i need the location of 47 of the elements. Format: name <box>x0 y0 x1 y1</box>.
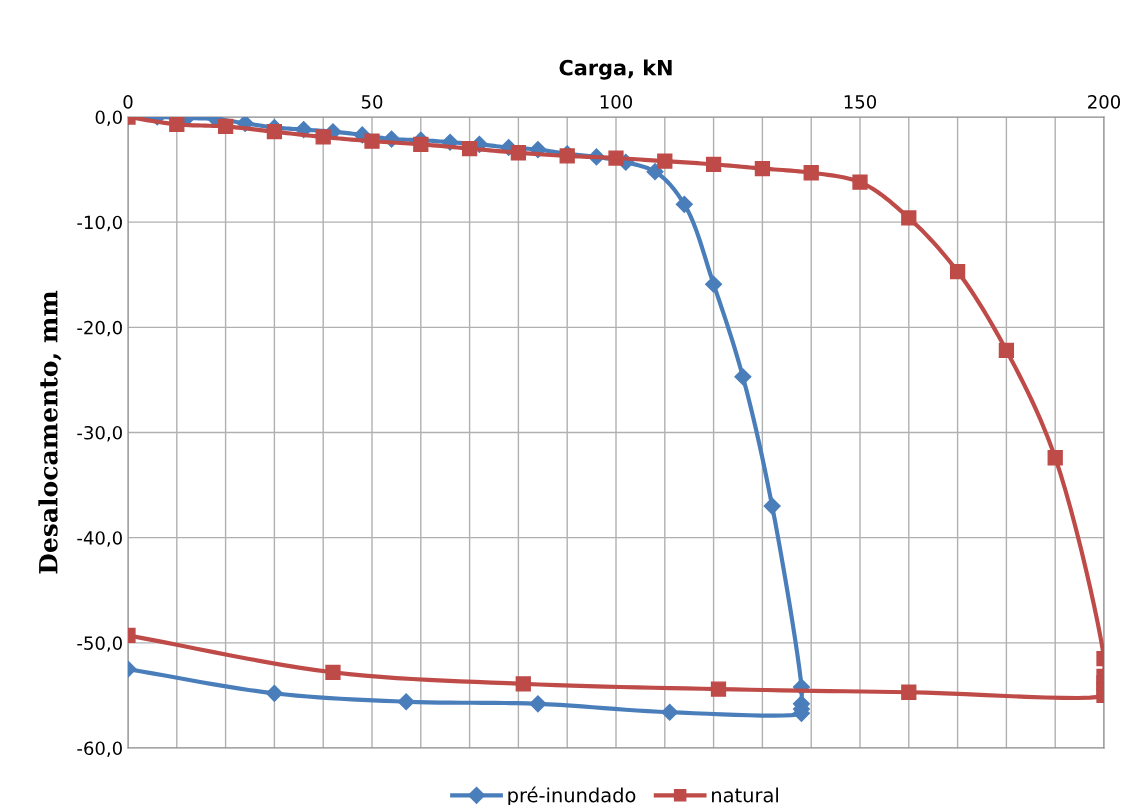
point <box>217 118 234 135</box>
point <box>646 163 664 181</box>
point <box>710 681 727 697</box>
y-tick-label: -50,0 <box>77 636 122 652</box>
point <box>608 150 624 166</box>
point <box>515 676 531 692</box>
x-tick-label: 200 <box>1088 94 1121 109</box>
point <box>461 140 478 157</box>
y-tick-label: -60,0 <box>77 741 122 757</box>
point <box>315 129 331 145</box>
point <box>529 695 547 713</box>
x-axis-title: Carga, kN <box>559 59 672 80</box>
x-tick-label: 0 <box>123 94 133 109</box>
point <box>754 160 771 177</box>
point <box>169 117 185 133</box>
point <box>657 153 673 169</box>
y-tick-label: -40,0 <box>77 531 122 547</box>
x-tick-label: 150 <box>844 94 877 109</box>
point <box>901 684 917 700</box>
point <box>705 156 722 172</box>
point <box>852 174 868 190</box>
x-tick-label: 100 <box>600 94 633 109</box>
legend-label: natural <box>712 787 778 803</box>
point <box>675 195 693 213</box>
y-axis-title: Desalocamento, mm <box>38 290 62 574</box>
point <box>266 124 283 140</box>
point <box>364 133 380 149</box>
point <box>763 497 781 515</box>
point <box>1047 450 1063 466</box>
point <box>901 210 917 226</box>
point <box>803 165 819 181</box>
point <box>705 275 723 293</box>
point <box>397 693 415 711</box>
x-tick-label: 50 <box>361 94 383 109</box>
y-tick-label: -10,0 <box>77 215 122 232</box>
point <box>559 148 575 164</box>
point <box>265 684 283 702</box>
y-tick-label: 0,0 <box>95 110 122 126</box>
y-tick-label: -20,0 <box>77 320 122 337</box>
point <box>734 368 752 386</box>
point <box>510 145 527 161</box>
point <box>949 263 966 280</box>
point <box>661 703 679 721</box>
point <box>413 136 429 152</box>
point <box>998 342 1015 359</box>
y-tick-label: -30,0 <box>77 425 122 442</box>
point <box>325 664 341 680</box>
